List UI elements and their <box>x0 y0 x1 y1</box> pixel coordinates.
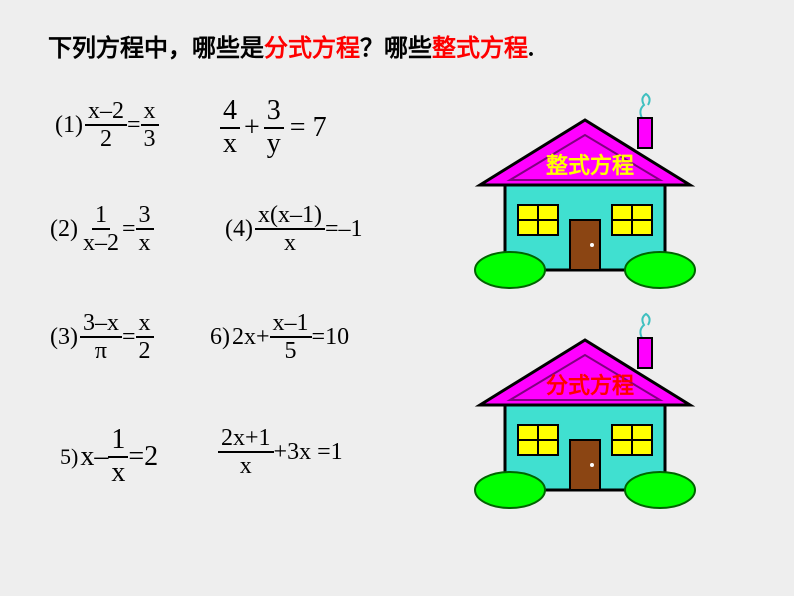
eq7-pre: x– <box>80 441 108 473</box>
house-fractional-label: 分式方程 <box>520 368 660 400</box>
eq2-frac2: 3 y <box>264 96 284 160</box>
eq6-rhs: =10 <box>312 324 350 351</box>
eq4-frac: x(x–1) x <box>255 202 325 257</box>
eq5-frac2: x 2 <box>136 310 154 365</box>
equation-3: (2) 1 x–2 = 3 x <box>50 202 154 257</box>
eq5-label: (3) <box>50 324 78 351</box>
eq2-frac1: 4 x <box>220 96 240 160</box>
equation-8: 2x+1 x +3x =1 <box>218 425 343 480</box>
equals: = <box>122 216 136 243</box>
page-title: 下列方程中，哪些是分式方程？哪些整式方程. <box>48 28 534 63</box>
eq7-frac: 1 x <box>108 425 128 489</box>
eq4-label: (4) <box>225 216 253 243</box>
eq3-frac2: 3 x <box>136 202 154 257</box>
equals: = <box>127 112 141 139</box>
equation-6: 6) 2x+ x–1 5 =10 <box>210 310 349 365</box>
house-integral-label: 整式方程 <box>520 148 660 180</box>
eq7-rhs: =2 <box>128 441 158 473</box>
eq1-frac2: x 3 <box>141 98 159 153</box>
eq4-rhs: =–1 <box>325 216 363 243</box>
eq7-label: 5) <box>60 444 78 470</box>
title-part3: . <box>528 36 534 62</box>
house-icon <box>470 90 700 300</box>
eq1-label: (1) <box>55 112 83 139</box>
eq6-frac: x–1 5 <box>270 310 312 365</box>
eq8-rhs: +3x =1 <box>274 439 343 466</box>
equation-4: (4) x(x–1) x =–1 <box>225 202 363 257</box>
eq5-frac1: 3–x π <box>80 310 122 365</box>
equation-1: (1) x–2 2 = x 3 <box>55 98 159 153</box>
title-part2: ？哪些 <box>360 36 432 62</box>
eq6-pre: 2x+ <box>232 324 270 351</box>
equation-2: 4 x + 3 y = 7 <box>220 96 327 160</box>
eq8-frac: 2x+1 x <box>218 425 274 480</box>
eq6-label: 6) <box>210 324 230 351</box>
equation-5: (3) 3–x π = x 2 <box>50 310 154 365</box>
house-icon <box>470 310 700 520</box>
title-hl1: 分式方程 <box>264 36 360 62</box>
eq2-rhs: = 7 <box>290 112 327 144</box>
house-fractional <box>470 310 700 510</box>
equation-7: 5) x– 1 x =2 <box>60 425 158 489</box>
eq2-op: + <box>244 112 260 144</box>
title-part1: 下列方程中，哪些是 <box>48 36 264 62</box>
house-integral <box>470 90 700 290</box>
title-hl2: 整式方程 <box>432 36 528 62</box>
eq3-frac1: 1 x–2 <box>80 202 122 257</box>
eq1-frac1: x–2 2 <box>85 98 127 153</box>
eq3-label: (2) <box>50 216 78 243</box>
equals: = <box>122 324 136 351</box>
